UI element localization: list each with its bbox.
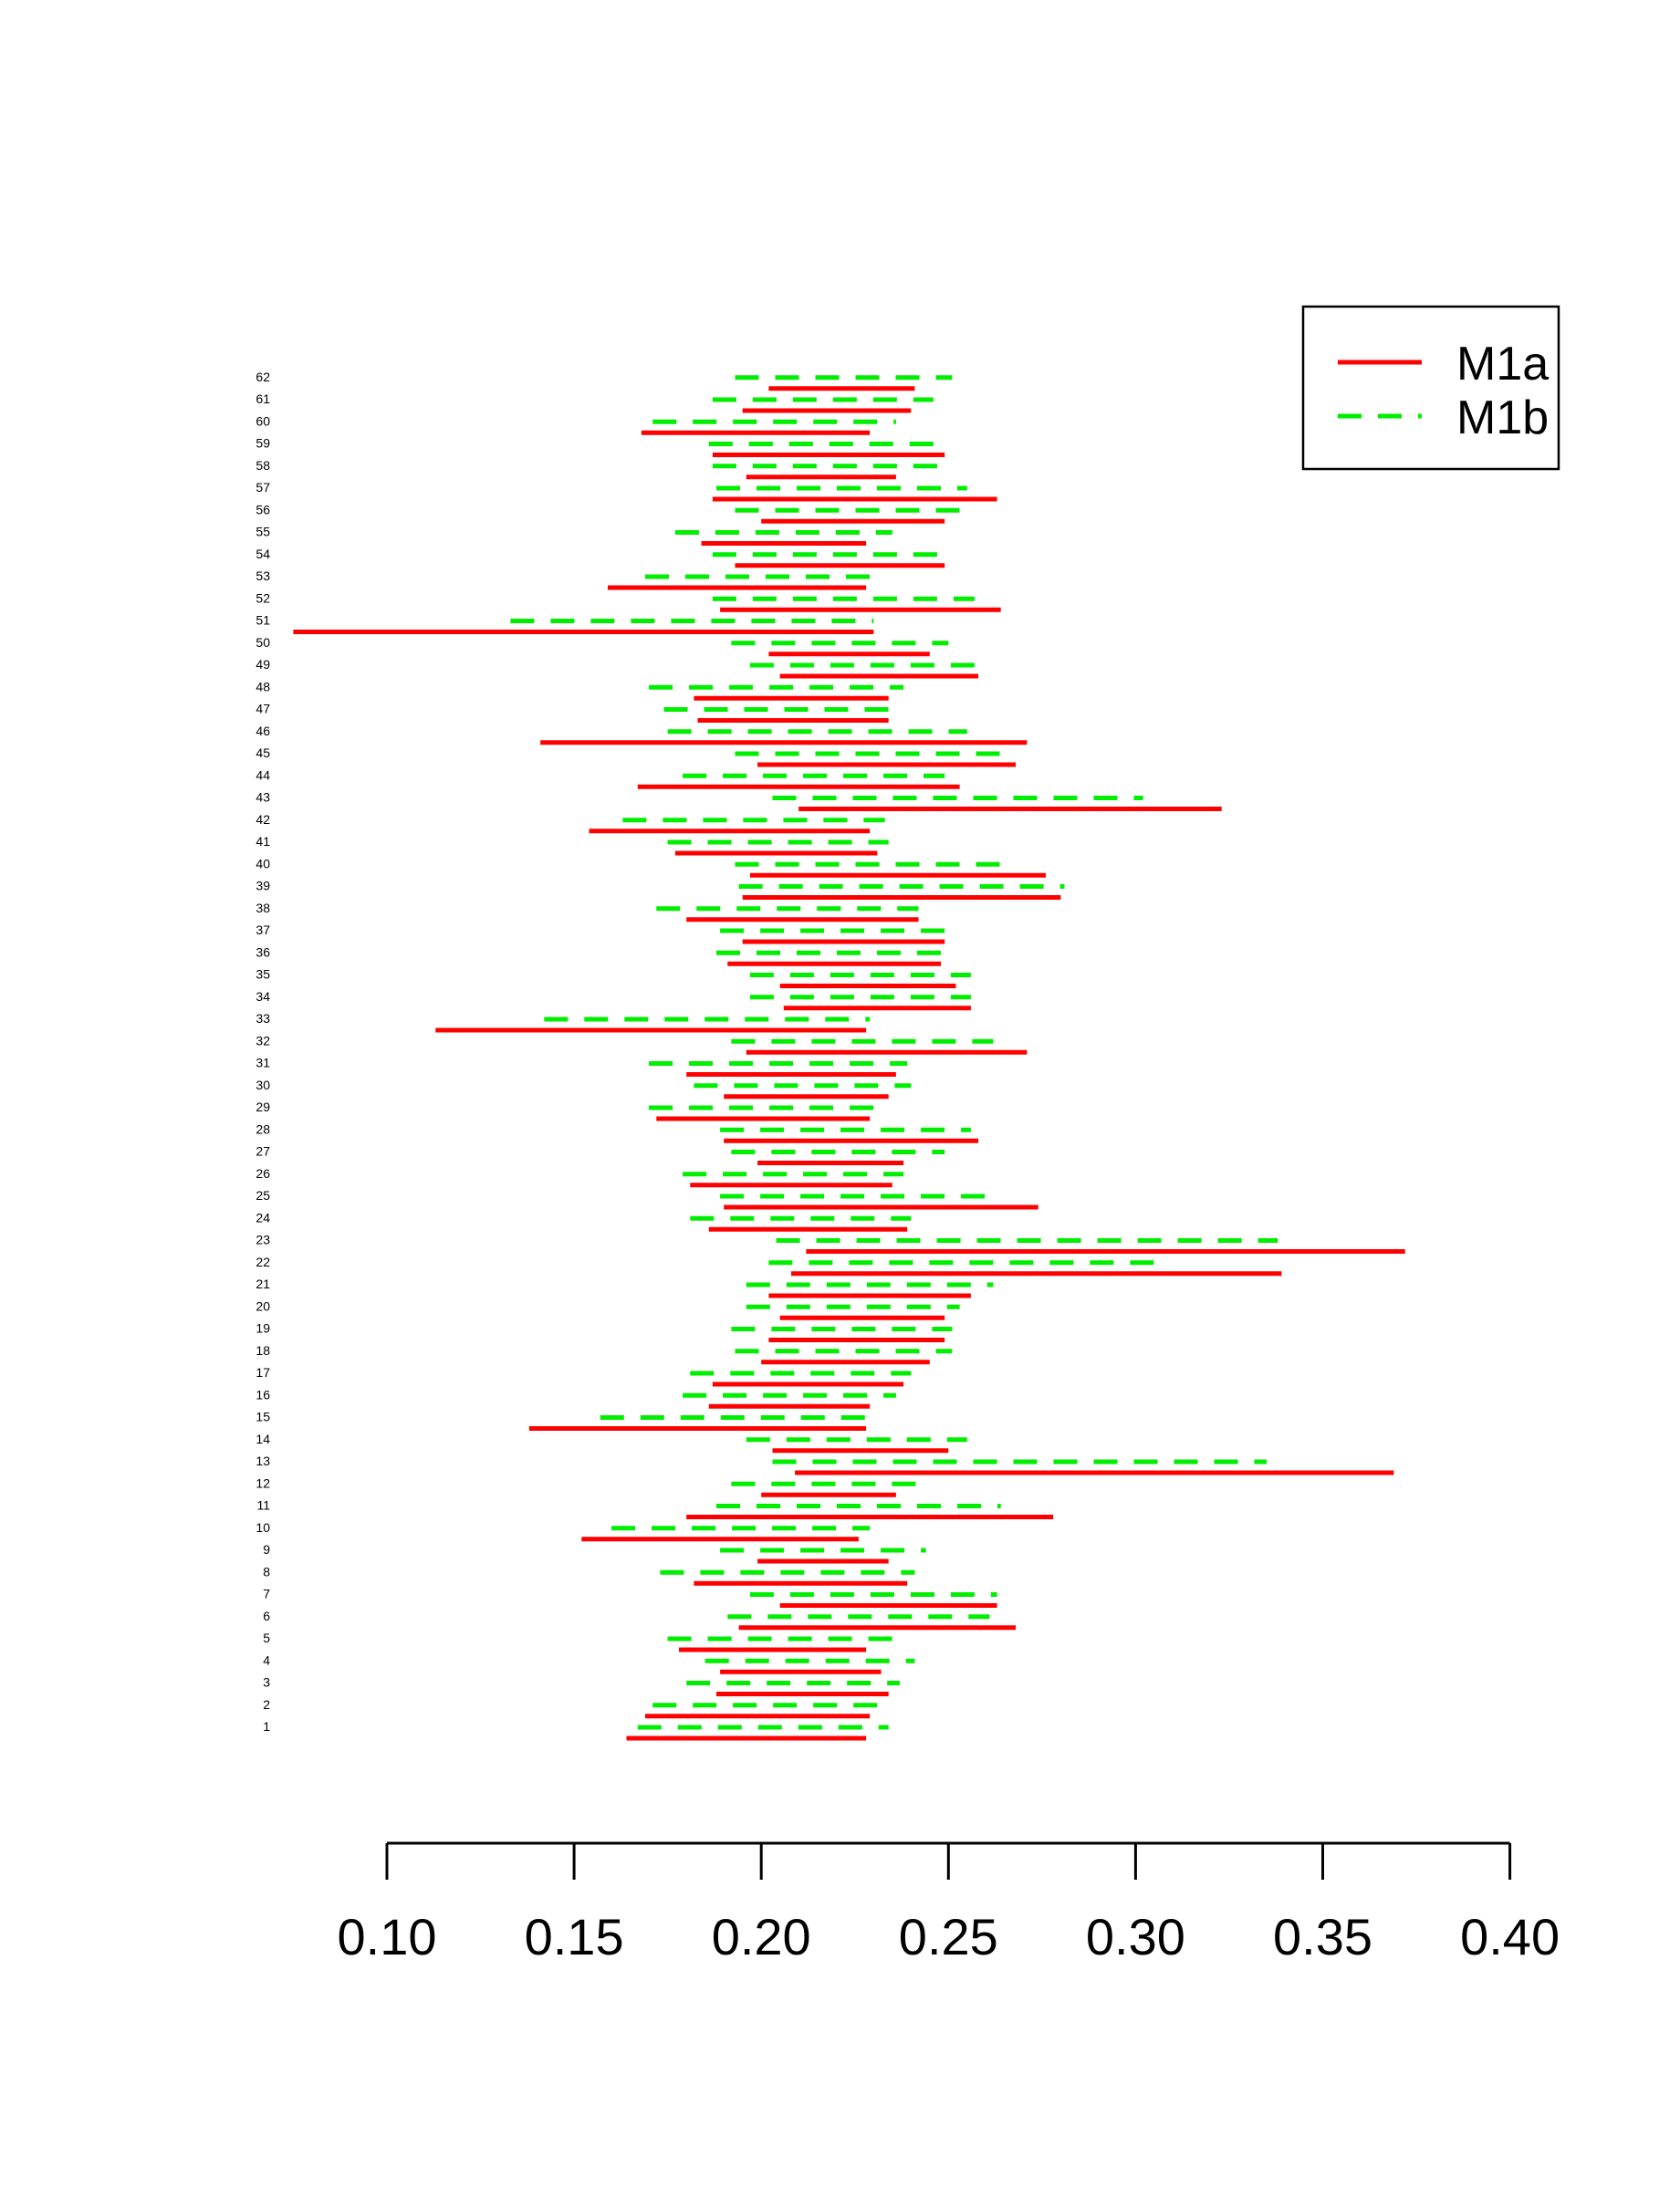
row-label: 26 (256, 1166, 270, 1181)
x-tick-label: 0.15 (525, 1908, 624, 1965)
row-label: 22 (256, 1255, 270, 1269)
row-label: 39 (256, 879, 270, 893)
legend-label-m1a: M1a (1456, 338, 1549, 391)
row-label: 49 (256, 657, 270, 672)
x-tick-label: 0.35 (1273, 1908, 1372, 1965)
row-label: 27 (256, 1144, 270, 1159)
row-label: 16 (256, 1387, 270, 1402)
row-label: 5 (263, 1631, 270, 1645)
row-label: 31 (256, 1056, 270, 1070)
row-label: 25 (256, 1188, 270, 1203)
row-label: 61 (256, 391, 270, 406)
row-label: 44 (256, 767, 270, 782)
row-label: 1 (263, 1719, 270, 1734)
row-label: 58 (256, 458, 270, 473)
x-tick-label: 0.25 (899, 1908, 998, 1965)
row-label: 13 (256, 1454, 270, 1468)
row-label: 53 (256, 568, 270, 583)
row-label: 21 (256, 1277, 270, 1291)
row-label: 20 (256, 1298, 270, 1313)
row-label: 2 (263, 1697, 270, 1712)
row-label: 62 (256, 370, 270, 384)
row-label: 11 (256, 1498, 270, 1513)
row-label: 15 (256, 1410, 270, 1424)
legend: M1a M1b (1301, 305, 1560, 471)
row-label: 50 (256, 635, 270, 650)
row-label: 43 (256, 790, 270, 805)
row-label: 56 (256, 502, 270, 516)
row-label: 55 (256, 525, 270, 539)
row-label: 30 (256, 1078, 270, 1092)
row-label: 10 (256, 1520, 270, 1535)
row-label: 3 (263, 1675, 270, 1690)
legend-label-m1b: M1b (1456, 391, 1549, 444)
row-label: 6 (263, 1609, 270, 1623)
legend-box (1301, 305, 1560, 471)
row-label: 51 (256, 613, 270, 628)
row-label: 17 (256, 1365, 270, 1380)
row-label: 60 (256, 413, 270, 428)
row-label: 33 (256, 1011, 270, 1026)
x-tick-label: 0.40 (1460, 1908, 1560, 1965)
row-label: 46 (256, 724, 270, 738)
row-label: 57 (256, 480, 270, 495)
row-label: 38 (256, 901, 270, 915)
row-label: 4 (263, 1652, 270, 1667)
row-label: 24 (256, 1210, 270, 1225)
x-tick-label: 0.10 (338, 1908, 437, 1965)
row-label: 7 (263, 1587, 270, 1601)
row-label: 48 (256, 679, 270, 693)
interval-rows: 1234567891011121314151617181920212223242… (256, 370, 1405, 1741)
row-label: 36 (256, 944, 270, 959)
row-label: 29 (256, 1100, 270, 1114)
x-tick-label: 0.30 (1086, 1908, 1185, 1965)
x-tick-label: 0.20 (712, 1908, 811, 1965)
row-label: 45 (256, 745, 270, 760)
row-label: 52 (256, 590, 270, 605)
row-label: 41 (256, 834, 270, 849)
row-label: 32 (256, 1033, 270, 1048)
x-axis: 0.10 0.15 0.20 0.25 0.30 0.35 0.40 (338, 1841, 1560, 1965)
row-label: 47 (256, 702, 270, 716)
row-label: 12 (256, 1475, 270, 1490)
row-label: 18 (256, 1343, 270, 1358)
row-label: 28 (256, 1121, 270, 1136)
row-label: 54 (256, 547, 270, 561)
row-label: 42 (256, 812, 270, 827)
row-label: 37 (256, 923, 270, 937)
row-label: 35 (256, 967, 270, 982)
row-label: 9 (263, 1542, 270, 1557)
row-label: 40 (256, 856, 270, 870)
row-label: 23 (256, 1233, 270, 1247)
row-label: 19 (256, 1321, 270, 1336)
row-label: 14 (256, 1432, 270, 1446)
row-label: 8 (263, 1564, 270, 1579)
row-label: 59 (256, 436, 270, 451)
row-label: 34 (256, 989, 270, 1004)
